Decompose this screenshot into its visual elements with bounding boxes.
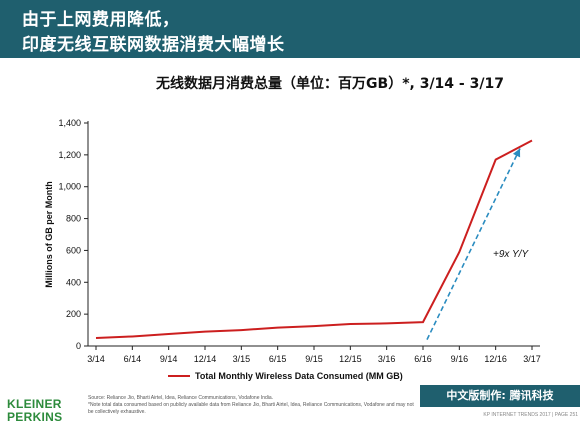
y-tick-label: 400 bbox=[66, 277, 81, 287]
x-tick-label: 12/15 bbox=[339, 354, 362, 364]
x-tick-label: 3/14 bbox=[87, 354, 105, 364]
x-tick-label: 3/16 bbox=[378, 354, 396, 364]
x-tick-label: 9/15 bbox=[305, 354, 323, 364]
annotation-arrow-head bbox=[512, 148, 521, 158]
x-tick-label: 6/15 bbox=[269, 354, 287, 364]
y-tick-label: 1,000 bbox=[58, 182, 81, 192]
logo-line1: KLEINER bbox=[7, 397, 62, 411]
x-tick-label: 12/14 bbox=[194, 354, 217, 364]
source-line2: *Note total data consumed based on publi… bbox=[88, 402, 414, 415]
y-tick-label: 600 bbox=[66, 245, 81, 255]
x-tick-label: 9/14 bbox=[160, 354, 178, 364]
x-tick-label: 3/15 bbox=[233, 354, 251, 364]
slide-header: 由于上网费用降低， 印度无线互联网数据消费大幅增长 bbox=[0, 0, 580, 58]
y-tick-label: 200 bbox=[66, 309, 81, 319]
y-tick-label: 800 bbox=[66, 214, 81, 224]
x-tick-label: 3/17 bbox=[523, 354, 541, 364]
annotation-label: +9x Y/Y bbox=[493, 249, 529, 260]
y-axis-label: Millions of GB per Month bbox=[44, 181, 54, 288]
source-line1: Source: Reliance Jio, Bharti Airtel, Ide… bbox=[88, 395, 274, 401]
series-line bbox=[95, 139, 533, 340]
legend-label: Total Monthly Wireless Data Consumed (MM… bbox=[195, 371, 403, 381]
kp-logo: KLEINER PERKINS bbox=[7, 398, 67, 424]
y-tick-label: 0 bbox=[76, 341, 81, 351]
source-note: Source: Reliance Jio, Bharti Airtel, Ide… bbox=[88, 395, 418, 416]
x-tick-label: 6/14 bbox=[124, 354, 142, 364]
x-tick-label: 6/16 bbox=[414, 354, 432, 364]
page-footer: KP INTERNET TRENDS 2017 | PAGE 251 bbox=[483, 412, 578, 418]
chart-title: 无线数据月消费总量（单位：百万GB）*, 3/14 - 3/17 bbox=[156, 76, 504, 92]
x-tick-label: 9/16 bbox=[451, 354, 469, 364]
annotation-arrow-line bbox=[426, 148, 521, 340]
y-tick-label: 1,200 bbox=[58, 150, 81, 160]
x-tick-label: 12/16 bbox=[484, 354, 507, 364]
header-title-line1: 由于上网费用降低， bbox=[22, 10, 180, 30]
header-title-line2: 印度无线互联网数据消费大幅增长 bbox=[22, 35, 285, 55]
logo-line2: PERKINS bbox=[7, 410, 63, 424]
producer-badge: 中文版制作: 腾讯科技 bbox=[420, 385, 580, 407]
y-tick-label: 1,400 bbox=[58, 118, 81, 128]
